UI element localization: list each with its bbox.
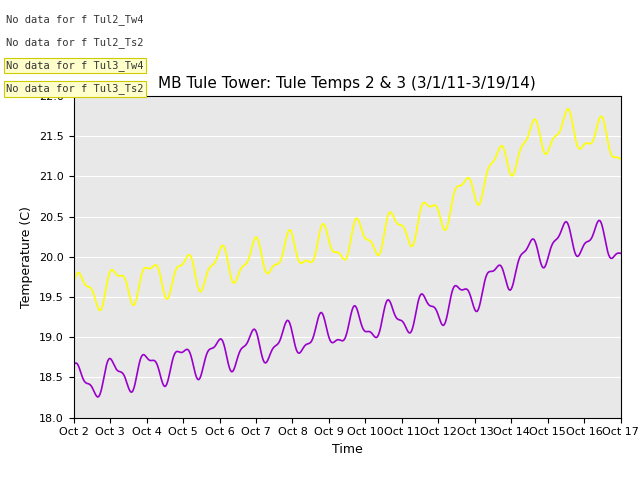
Tul3_Ts-8 <box>606 254 614 260</box>
Tul3_Ts-8 <box>334 337 342 343</box>
Tul3_Ts-8 <box>367 329 374 335</box>
Tul2_Ts-8 <box>70 278 77 284</box>
Tul2_Ts-8 <box>334 250 342 255</box>
Tul2_Ts-8 <box>564 106 572 112</box>
Text: No data for f Tul3_Tw4: No data for f Tul3_Tw4 <box>6 60 144 72</box>
Text: No data for f Tul3_Ts2: No data for f Tul3_Ts2 <box>6 84 144 95</box>
Tul3_Ts-8 <box>94 394 102 400</box>
Title: MB Tule Tower: Tule Temps 2 & 3 (3/1/11-3/19/14): MB Tule Tower: Tule Temps 2 & 3 (3/1/11-… <box>158 76 536 91</box>
Tul3_Ts-8 <box>331 339 339 345</box>
Tul2_Ts-8 <box>397 222 404 228</box>
Tul3_Ts-8 <box>617 251 625 256</box>
Tul2_Ts-8 <box>367 239 374 244</box>
Tul3_Ts-8 <box>70 361 77 367</box>
Line: Tul2_Ts-8: Tul2_Ts-8 <box>74 109 621 311</box>
Tul2_Ts-8 <box>331 249 339 255</box>
Tul3_Ts-8 <box>520 250 527 256</box>
Tul2_Ts-8 <box>617 156 625 162</box>
Tul2_Ts-8 <box>96 308 104 313</box>
Line: Tul3_Ts-8: Tul3_Ts-8 <box>74 220 621 397</box>
X-axis label: Time: Time <box>332 443 363 456</box>
Tul2_Ts-8 <box>520 142 527 147</box>
Tul3_Ts-8 <box>595 217 603 223</box>
Tul3_Ts-8 <box>397 317 404 323</box>
Text: No data for f Tul2_Ts2: No data for f Tul2_Ts2 <box>6 37 144 48</box>
Tul2_Ts-8 <box>606 147 614 153</box>
Text: No data for f Tul2_Tw4: No data for f Tul2_Tw4 <box>6 14 144 25</box>
Y-axis label: Temperature (C): Temperature (C) <box>20 206 33 308</box>
